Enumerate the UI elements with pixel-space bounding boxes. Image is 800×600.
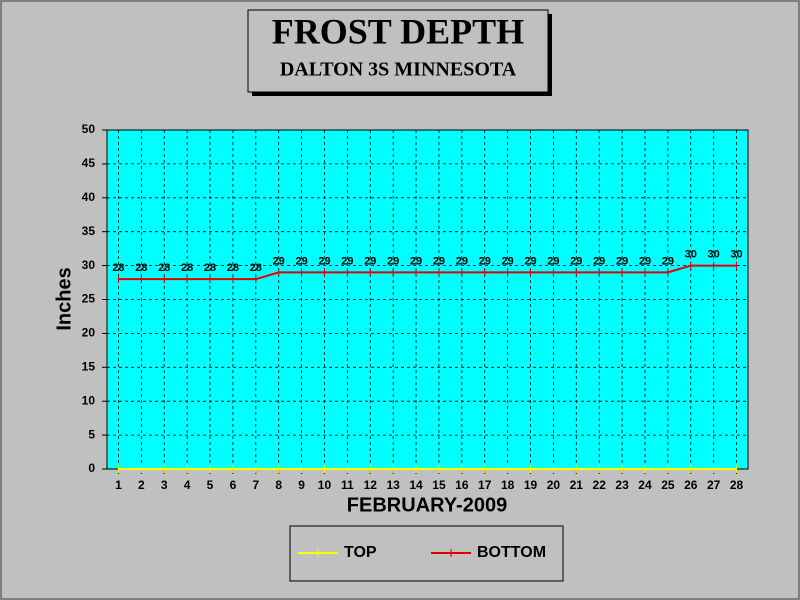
y-tick-label: 15 (82, 359, 96, 373)
x-axis-label: FEBRUARY-2009 (347, 494, 507, 516)
x-tick-label: 4 (184, 478, 191, 492)
legend-label: TOP (344, 544, 377, 561)
y-tick-label: 45 (82, 156, 96, 170)
x-tick-label: 10 (318, 478, 332, 492)
x-tick-label: 25 (661, 478, 675, 492)
x-tick-label: 22 (593, 478, 607, 492)
x-tick-label: 15 (432, 478, 446, 492)
x-tick-label: 9 (298, 478, 305, 492)
x-tick-label: 7 (252, 478, 259, 492)
x-tick-label: 18 (501, 478, 515, 492)
data-label: 28 (204, 262, 216, 274)
x-tick-label: 19 (524, 478, 538, 492)
y-tick-label: 40 (82, 190, 96, 204)
y-tick-label: 25 (82, 292, 96, 306)
data-label: 29 (341, 255, 353, 267)
x-tick-label: 21 (570, 478, 584, 492)
data-label: 28 (250, 262, 262, 274)
y-tick-label: 20 (82, 326, 96, 340)
x-tick-label: 28 (730, 478, 744, 492)
data-label: 30 (708, 249, 720, 261)
x-tick-label: 20 (547, 478, 561, 492)
data-label: 28 (158, 262, 170, 274)
data-label: 29 (273, 255, 285, 267)
x-tick-label: 2 (138, 478, 145, 492)
data-label: 28 (227, 262, 239, 274)
chart-subtitle: DALTON 3S MINNESOTA (280, 59, 517, 81)
y-tick-label: 30 (82, 258, 96, 272)
legend-label: BOTTOM (477, 544, 546, 561)
data-label: 29 (547, 255, 559, 267)
x-tick-label: 1 (115, 478, 122, 492)
y-tick-label: 10 (82, 393, 96, 407)
x-tick-label: 17 (478, 478, 492, 492)
series-line (118, 264, 737, 281)
x-tick-label: 11 (341, 478, 354, 492)
data-label: 29 (433, 255, 445, 267)
data-label: 29 (387, 255, 399, 267)
data-label: 28 (112, 262, 124, 274)
data-label: 30 (730, 249, 742, 261)
y-tick-label: 0 (88, 461, 95, 475)
x-tick-label: 23 (615, 478, 629, 492)
data-label: 29 (570, 255, 582, 267)
data-label: 29 (524, 255, 536, 267)
y-axis-label: Inches (53, 267, 75, 330)
data-label: 29 (593, 255, 605, 267)
data-label: 29 (318, 255, 330, 267)
y-tick-label: 5 (88, 427, 95, 441)
y-tick-label: 35 (82, 224, 96, 238)
title-box (247, 9, 549, 93)
data-label: 29 (456, 255, 468, 267)
chart-title: FROST DEPTH (272, 11, 524, 51)
data-label: 29 (364, 255, 376, 267)
data-label: 29 (639, 255, 651, 267)
x-tick-label: 5 (207, 478, 214, 492)
data-label: 29 (295, 255, 307, 267)
data-label: 30 (685, 249, 697, 261)
data-label: 29 (479, 255, 491, 267)
x-tick-label: 3 (161, 478, 168, 492)
x-tick-label: 6 (230, 478, 237, 492)
data-label: 28 (135, 262, 147, 274)
x-tick-label: 14 (409, 478, 423, 492)
x-tick-label: 16 (455, 478, 469, 492)
x-tick-label: 12 (364, 478, 378, 492)
y-tick-label: 50 (82, 122, 96, 136)
data-label: 28 (181, 262, 193, 274)
data-label: 29 (502, 255, 514, 267)
x-tick-label: 8 (275, 478, 282, 492)
x-tick-label: 13 (386, 478, 400, 492)
x-tick-label: 26 (684, 478, 698, 492)
x-tick-label: 27 (707, 478, 721, 492)
x-tick-label: 24 (638, 478, 652, 492)
data-label: 29 (410, 255, 422, 267)
data-label: 29 (616, 255, 628, 267)
data-label: 29 (662, 255, 674, 267)
